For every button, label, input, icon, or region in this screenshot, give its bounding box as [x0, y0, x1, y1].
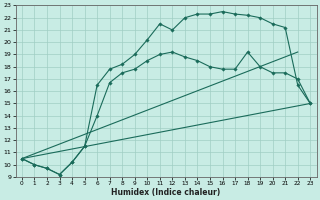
X-axis label: Humidex (Indice chaleur): Humidex (Indice chaleur)	[111, 188, 221, 197]
